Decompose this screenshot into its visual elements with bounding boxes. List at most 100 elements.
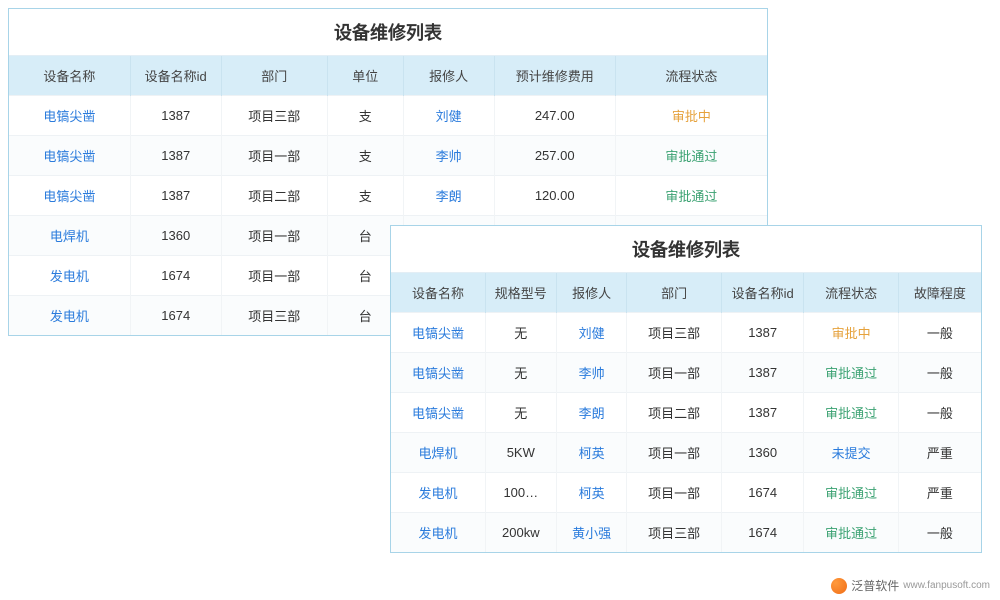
table1-title: 设备维修列表 (9, 9, 767, 56)
dept-cell: 项目三部 (627, 313, 721, 353)
device-name-cell[interactable]: 电镐尖凿 (9, 136, 130, 176)
device-id-cell: 1387 (721, 313, 804, 353)
device-id-cell: 1360 (721, 433, 804, 473)
table-row[interactable]: 发电机200kw黄小强项目三部1674审批通过一般 (391, 513, 981, 553)
device-id-cell: 1674 (130, 256, 221, 296)
device-name-cell[interactable]: 电镐尖凿 (9, 176, 130, 216)
table-row[interactable]: 电镐尖凿无李帅项目一部1387审批通过一般 (391, 353, 981, 393)
device-name-cell[interactable]: 发电机 (391, 473, 485, 513)
device-name-cell[interactable]: 发电机 (9, 256, 130, 296)
t2-col-3: 部门 (627, 273, 721, 313)
t2-col-0: 设备名称 (391, 273, 485, 313)
spec-cell: 无 (485, 353, 556, 393)
table-row[interactable]: 电镐尖凿无李朗项目二部1387审批通过一般 (391, 393, 981, 433)
reporter-cell[interactable]: 李朗 (403, 176, 494, 216)
device-name-cell[interactable]: 电镐尖凿 (391, 313, 485, 353)
device-id-cell: 1387 (721, 393, 804, 433)
spec-cell: 5KW (485, 433, 556, 473)
watermark-url: www.fanpusoft.com (903, 580, 990, 591)
table-row[interactable]: 发电机100…柯英项目一部1674审批通过严重 (391, 473, 981, 513)
t2-col-2: 报修人 (556, 273, 627, 313)
spec-cell: 200kw (485, 513, 556, 553)
dept-cell: 项目一部 (221, 216, 327, 256)
device-id-cell: 1387 (130, 96, 221, 136)
unit-cell: 支 (327, 136, 403, 176)
dept-cell: 项目二部 (221, 176, 327, 216)
spec-cell: 100… (485, 473, 556, 513)
table2-title: 设备维修列表 (391, 226, 981, 273)
dept-cell: 项目三部 (221, 296, 327, 336)
device-name-cell[interactable]: 电镐尖凿 (391, 353, 485, 393)
dept-cell: 项目一部 (627, 353, 721, 393)
device-id-cell: 1360 (130, 216, 221, 256)
status-cell: 审批通过 (615, 176, 767, 216)
reporter-cell[interactable]: 李帅 (403, 136, 494, 176)
device-id-cell: 1674 (721, 513, 804, 553)
dept-cell: 项目一部 (627, 473, 721, 513)
status-cell: 审批通过 (804, 393, 898, 433)
spec-cell: 无 (485, 313, 556, 353)
status-cell: 审批中 (804, 313, 898, 353)
reporter-cell[interactable]: 柯英 (556, 473, 627, 513)
severity-cell: 一般 (898, 353, 981, 393)
dept-cell: 项目二部 (627, 393, 721, 433)
table-row[interactable]: 电镐尖凿1387项目二部支李朗120.00审批通过 (9, 176, 767, 216)
unit-cell: 支 (327, 96, 403, 136)
t1-col-2: 部门 (221, 56, 327, 96)
maintenance-table-2-panel: 设备维修列表 设备名称规格型号报修人部门设备名称id流程状态故障程度 电镐尖凿无… (390, 225, 982, 553)
table-row[interactable]: 电焊机5KW柯英项目一部1360未提交严重 (391, 433, 981, 473)
reporter-cell[interactable]: 刘健 (403, 96, 494, 136)
device-name-cell[interactable]: 电镐尖凿 (9, 96, 130, 136)
dept-cell: 项目三部 (627, 513, 721, 553)
maintenance-table-2: 设备名称规格型号报修人部门设备名称id流程状态故障程度 电镐尖凿无刘健项目三部1… (391, 273, 981, 552)
device-id-cell: 1387 (721, 353, 804, 393)
severity-cell: 一般 (898, 513, 981, 553)
table-row[interactable]: 电镐尖凿1387项目一部支李帅257.00审批通过 (9, 136, 767, 176)
table-row[interactable]: 电镐尖凿1387项目三部支刘健247.00审批中 (9, 96, 767, 136)
spec-cell: 无 (485, 393, 556, 433)
watermark-logo-icon (831, 578, 847, 594)
cost-cell: 247.00 (494, 96, 615, 136)
status-cell: 审批通过 (804, 473, 898, 513)
severity-cell: 一般 (898, 393, 981, 433)
t2-col-4: 设备名称id (721, 273, 804, 313)
device-name-cell[interactable]: 电焊机 (9, 216, 130, 256)
status-cell: 未提交 (804, 433, 898, 473)
device-name-cell[interactable]: 电镐尖凿 (391, 393, 485, 433)
t1-col-0: 设备名称 (9, 56, 130, 96)
dept-cell: 项目一部 (221, 136, 327, 176)
t2-col-6: 故障程度 (898, 273, 981, 313)
reporter-cell[interactable]: 黄小强 (556, 513, 627, 553)
reporter-cell[interactable]: 李帅 (556, 353, 627, 393)
cost-cell: 120.00 (494, 176, 615, 216)
device-name-cell[interactable]: 发电机 (391, 513, 485, 553)
t1-col-1: 设备名称id (130, 56, 221, 96)
dept-cell: 项目一部 (627, 433, 721, 473)
t1-col-3: 单位 (327, 56, 403, 96)
t2-col-5: 流程状态 (804, 273, 898, 313)
device-name-cell[interactable]: 电焊机 (391, 433, 485, 473)
cost-cell: 257.00 (494, 136, 615, 176)
t1-col-4: 报修人 (403, 56, 494, 96)
severity-cell: 严重 (898, 473, 981, 513)
status-cell: 审批通过 (615, 136, 767, 176)
status-cell: 审批通过 (804, 513, 898, 553)
status-cell: 审批通过 (804, 353, 898, 393)
severity-cell: 严重 (898, 433, 981, 473)
t1-col-6: 流程状态 (615, 56, 767, 96)
unit-cell: 支 (327, 176, 403, 216)
table-row[interactable]: 电镐尖凿无刘健项目三部1387审批中一般 (391, 313, 981, 353)
reporter-cell[interactable]: 柯英 (556, 433, 627, 473)
reporter-cell[interactable]: 刘健 (556, 313, 627, 353)
t2-col-1: 规格型号 (485, 273, 556, 313)
device-name-cell[interactable]: 发电机 (9, 296, 130, 336)
dept-cell: 项目一部 (221, 256, 327, 296)
t1-col-5: 预计维修费用 (494, 56, 615, 96)
watermark: 泛普软件 www.fanpusoft.com (831, 577, 990, 594)
device-id-cell: 1674 (130, 296, 221, 336)
device-id-cell: 1674 (721, 473, 804, 513)
device-id-cell: 1387 (130, 176, 221, 216)
severity-cell: 一般 (898, 313, 981, 353)
watermark-text: 泛普软件 (851, 577, 899, 594)
reporter-cell[interactable]: 李朗 (556, 393, 627, 433)
